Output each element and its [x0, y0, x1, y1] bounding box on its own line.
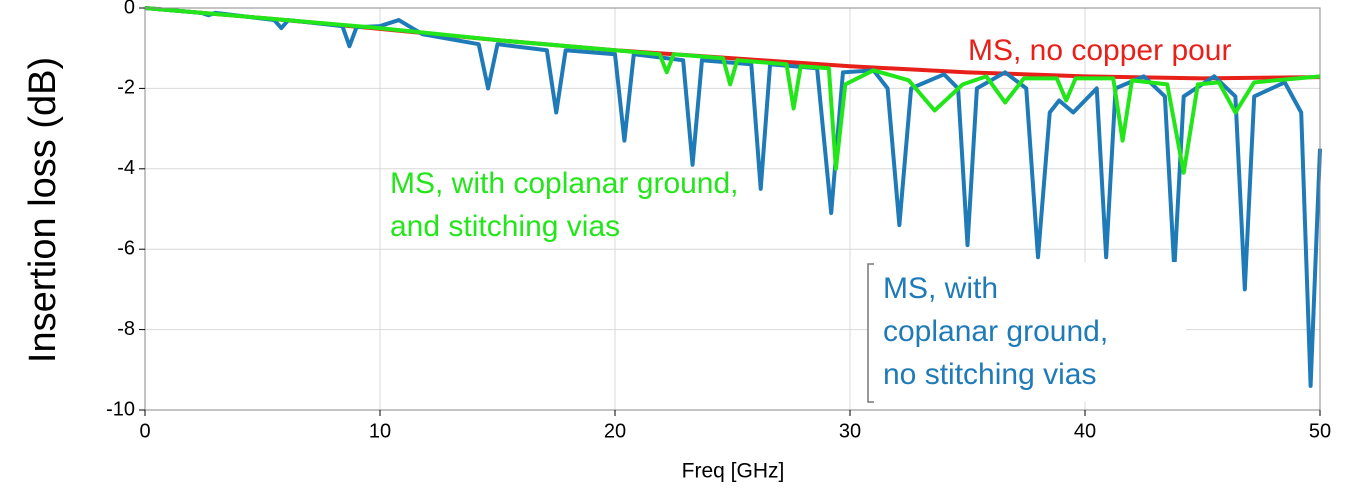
annotation-bracket [867, 263, 874, 403]
y-tick-label: -10 [106, 398, 135, 420]
plot-border [144, 7, 1321, 411]
series-line [144, 6, 1321, 175]
y-tick-label: -8 [117, 318, 135, 340]
lines [144, 6, 1322, 388]
annotation: coplanar ground, [883, 315, 1108, 348]
annotations: MS, no copper pour MS, with coplanar grou… [390, 34, 1231, 403]
annotation: MS, with [883, 272, 998, 305]
annotation: no stitching vias [883, 358, 1096, 391]
x-tick-label: 10 [369, 420, 391, 442]
x-tick-label: 40 [1074, 420, 1096, 442]
y-axis-label: Insertion loss (dB) [22, 57, 64, 363]
x-tick-label: 50 [1309, 420, 1331, 442]
annotation: and stitching vias [390, 210, 620, 243]
annotation-box [868, 262, 1186, 402]
x-tick-label: 30 [839, 420, 861, 442]
x-tick-label: 20 [604, 420, 626, 442]
y-tick-label: 0 [124, 0, 135, 18]
annotation: MS, with coplanar ground, [390, 167, 739, 200]
y-tick-label: -4 [117, 157, 135, 179]
y-tick-label: -2 [117, 77, 135, 99]
annotation: MS, no copper pour [968, 34, 1231, 67]
y-tick-label: -6 [117, 237, 135, 259]
x-axis-label: Freq [GHz] [682, 460, 785, 483]
x-tick-label: 0 [139, 420, 150, 442]
